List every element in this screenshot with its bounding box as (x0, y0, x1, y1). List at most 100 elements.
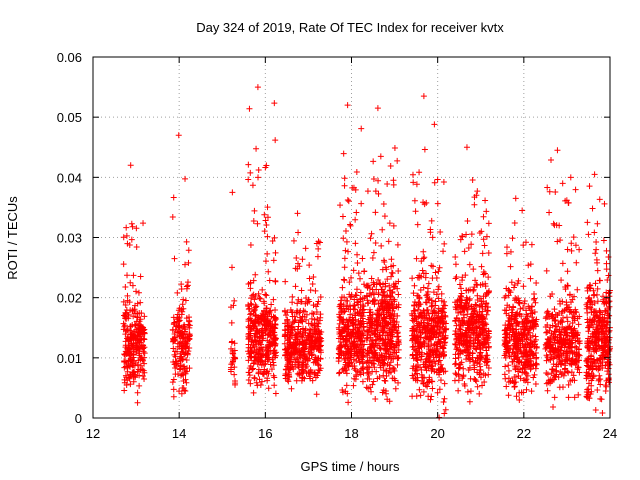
data-point (605, 336, 612, 343)
data-point (385, 309, 392, 316)
data-point (175, 132, 182, 139)
data-point (504, 302, 511, 309)
data-point (509, 377, 516, 384)
data-point (121, 352, 128, 359)
data-point (352, 342, 359, 349)
data-point (283, 366, 290, 373)
data-point (434, 176, 441, 183)
data-point (378, 286, 385, 293)
data-point (121, 358, 128, 365)
data-point (441, 380, 448, 387)
data-point (340, 309, 347, 316)
data-point (514, 356, 521, 363)
data-point (596, 314, 603, 321)
data-point (283, 351, 290, 358)
data-point (292, 336, 299, 343)
data-point (468, 231, 475, 238)
data-point (302, 325, 309, 332)
data-point (365, 385, 372, 392)
data-point (301, 356, 308, 363)
data-point (335, 355, 342, 362)
data-point (457, 309, 464, 316)
data-point (352, 310, 359, 317)
data-point (572, 343, 579, 350)
data-point (599, 410, 606, 417)
data-point (460, 365, 467, 372)
data-point (606, 293, 613, 300)
data-point (421, 325, 428, 332)
data-point (551, 394, 558, 401)
data-point (122, 284, 129, 291)
data-point (518, 389, 525, 396)
data-point (514, 280, 521, 287)
data-point (434, 345, 441, 352)
data-point (298, 298, 305, 305)
data-point (386, 282, 393, 289)
data-point (463, 300, 470, 307)
data-point (384, 320, 391, 327)
data-point (336, 313, 343, 320)
data-point (314, 337, 321, 344)
data-point (370, 378, 377, 385)
data-point (483, 311, 490, 318)
data-point (506, 287, 513, 294)
data-point (289, 299, 296, 306)
data-point (182, 388, 189, 395)
data-point (341, 264, 348, 271)
data-point (482, 197, 489, 204)
data-point (181, 351, 188, 358)
data-point (394, 241, 401, 248)
data-point (350, 267, 357, 274)
data-point (180, 305, 187, 312)
data-point (503, 244, 510, 251)
data-point (291, 313, 298, 320)
data-point (532, 380, 539, 387)
data-point (594, 285, 601, 292)
data-point (516, 346, 523, 353)
data-point (268, 327, 275, 334)
data-point (552, 323, 559, 330)
data-point (470, 266, 477, 273)
data-point (123, 232, 130, 239)
data-point (520, 344, 527, 351)
data-point (546, 188, 553, 195)
data-point (306, 298, 313, 305)
data-point (595, 320, 602, 327)
data-point (550, 332, 557, 339)
data-point (573, 259, 580, 266)
data-point (556, 356, 563, 363)
data-point (543, 344, 550, 351)
data-point (464, 321, 471, 328)
y-tick-label: 0 (75, 411, 82, 426)
data-point (526, 325, 533, 332)
data-point (130, 351, 137, 358)
data-point (135, 289, 142, 296)
data-point (373, 336, 380, 343)
data-point (604, 368, 611, 375)
data-point (505, 322, 512, 329)
data-point (126, 242, 133, 249)
data-point (564, 268, 571, 275)
data-point (264, 250, 271, 257)
data-point (130, 369, 137, 376)
x-tick-label: 16 (258, 426, 272, 441)
x-tick-label: 12 (86, 426, 100, 441)
data-point (370, 158, 377, 165)
data-point (571, 317, 578, 324)
data-point (395, 291, 402, 298)
data-point (341, 277, 348, 284)
data-point (516, 300, 523, 307)
data-point (358, 349, 365, 356)
data-point (134, 399, 141, 406)
plot-frame (92, 56, 611, 419)
data-point (228, 264, 235, 271)
data-point (141, 360, 148, 367)
data-point (417, 286, 424, 293)
data-point (511, 355, 518, 362)
data-point (435, 283, 442, 290)
data-point (337, 297, 344, 304)
data-point (465, 244, 472, 251)
data-point (359, 301, 366, 308)
data-point (572, 242, 579, 249)
data-point (586, 348, 593, 355)
